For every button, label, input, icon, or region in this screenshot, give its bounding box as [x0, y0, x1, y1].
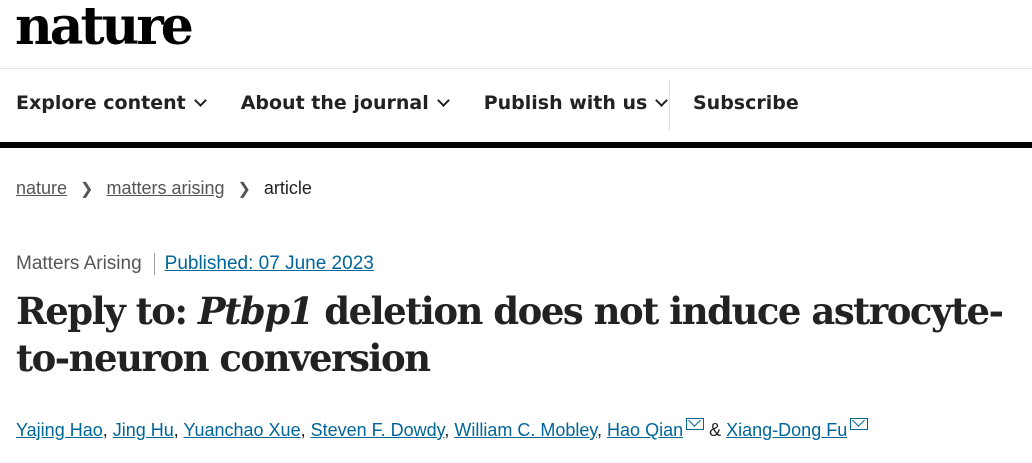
author-list: Yajing Hao, Jing Hu, Yuanchao Xue, Steve…: [16, 418, 869, 441]
author-link[interactable]: William C. Mobley: [454, 420, 598, 440]
title-prefix: Reply to:: [16, 289, 198, 333]
author-link[interactable]: Jing Hu: [112, 420, 174, 440]
chevron-right-icon: ❯: [80, 180, 94, 198]
article-title: Reply to: Ptbp1 deletion does not induce…: [16, 288, 1016, 382]
nav-label: About the journal: [240, 92, 429, 114]
email-icon[interactable]: [686, 418, 705, 430]
chevron-down-icon: [436, 94, 450, 107]
nav-label: Publish with us: [483, 92, 648, 114]
title-gene: Ptbp1: [197, 289, 314, 333]
author-link[interactable]: Yuanchao Xue: [183, 420, 301, 440]
nav-publish-with-us[interactable]: Publish with us: [483, 92, 669, 114]
chevron-right-icon: ❯: [237, 180, 251, 198]
nature-logo[interactable]: nature: [15, 0, 194, 57]
subscribe-link[interactable]: Subscribe: [693, 92, 799, 114]
nav-explore-content[interactable]: Explore content: [16, 92, 207, 114]
nav-separator: [669, 80, 670, 130]
breadcrumb-matters-arising[interactable]: matters arising: [106, 178, 225, 198]
author-link[interactable]: Yajing Hao: [16, 420, 103, 440]
author-link[interactable]: Xiang-Dong Fu: [726, 420, 848, 440]
email-icon[interactable]: [850, 418, 869, 430]
nav-label: Explore content: [16, 92, 186, 114]
chevron-down-icon: [193, 94, 207, 107]
article-meta: Matters Arising Published: 07 June 2023: [16, 253, 374, 275]
nav-about-journal[interactable]: About the journal: [240, 92, 450, 114]
article-type: Matters Arising: [16, 253, 142, 274]
breadcrumb-current: article: [263, 178, 312, 198]
author-link[interactable]: Hao Qian: [607, 420, 684, 440]
chevron-down-icon: [655, 94, 669, 107]
author-link[interactable]: Steven F. Dowdy: [310, 420, 445, 440]
authors-and: &: [709, 420, 722, 440]
published-date[interactable]: Published: 07 June 2023: [153, 253, 374, 275]
breadcrumb: nature ❯ matters arising ❯ article: [16, 178, 312, 199]
breadcrumb-nature[interactable]: nature: [16, 178, 68, 198]
main-nav: Explore content About the journal Publis…: [16, 92, 702, 114]
header-bar: [0, 142, 1032, 148]
divider: [0, 68, 1032, 69]
title-rest: deletion does not induce astrocyte-to-ne…: [16, 289, 1004, 380]
